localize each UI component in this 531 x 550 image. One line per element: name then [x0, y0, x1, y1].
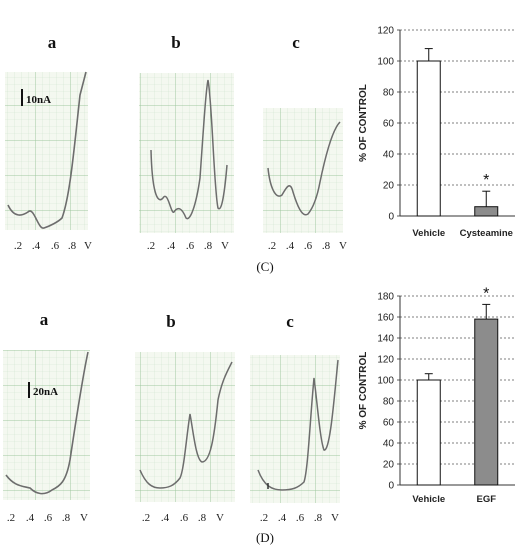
- voltage-tick: .2: [268, 240, 276, 252]
- voltage-tick: V: [221, 240, 229, 252]
- trace-label-c: c: [292, 33, 300, 52]
- voltage-axis-a: .2 .4 .6 .8 V: [14, 240, 92, 252]
- trace-label-a: a: [40, 310, 49, 329]
- voltammogram-b: [139, 73, 234, 233]
- trace-line-b: [150, 79, 228, 220]
- voltage-tick: .8: [68, 240, 77, 252]
- voltage-axis-c: .2 .4 .6 .8 V: [268, 240, 347, 252]
- trace-label-a: a: [48, 33, 57, 52]
- y-tick-label: 100: [377, 57, 394, 68]
- significance-marker: *: [483, 172, 489, 189]
- voltage-tick: .4: [32, 240, 41, 252]
- y-tick-label: 100: [377, 376, 394, 387]
- y-tick-label: 20: [383, 460, 395, 471]
- y-tick-label: 120: [377, 26, 394, 37]
- voltage-tick: .8: [198, 512, 207, 524]
- voltage-tick: .2: [14, 240, 22, 252]
- trace-label-c: c: [286, 312, 294, 331]
- voltage-axis-b: .2 .4 .6 .8 V: [142, 512, 224, 524]
- y-tick-label: 80: [383, 88, 395, 99]
- voltammogram-a: 20nA: [3, 350, 90, 500]
- voltage-tick: .4: [286, 240, 295, 252]
- y-axis-label: % OF CONTROL: [358, 84, 369, 162]
- trace-line-b: [139, 361, 233, 489]
- voltage-tick: V: [80, 512, 88, 524]
- y-tick-label: 140: [377, 334, 394, 345]
- voltage-tick: V: [84, 240, 92, 252]
- category-label: Vehicle: [412, 494, 445, 505]
- voltage-tick: .2: [147, 240, 155, 252]
- trace-line-a: [5, 351, 89, 495]
- voltammogram-c: [250, 355, 340, 503]
- voltage-axis-a: .2 .4 .6 .8 V: [7, 512, 88, 524]
- voltage-tick: .4: [278, 512, 287, 524]
- voltage-tick: .2: [7, 512, 15, 524]
- voltage-tick: .8: [204, 240, 213, 252]
- panel-caption-c: (C): [256, 259, 273, 274]
- trace-line-c: [267, 121, 341, 216]
- bar-chart-d: 0 20 40 60 80 100 120 140 160 180 % OF CONTROL Vehi…: [358, 285, 515, 505]
- bar-vehicle: [416, 60, 441, 217]
- voltage-tick: .8: [62, 512, 71, 524]
- voltage-tick: V: [339, 240, 347, 252]
- voltage-tick: .4: [161, 512, 170, 524]
- voltage-tick: .2: [142, 512, 150, 524]
- y-tick-label: 20: [383, 181, 395, 192]
- y-tick-label: 180: [377, 292, 394, 303]
- voltammogram-a: 10nA: [5, 71, 88, 230]
- scale-bar-label: 10nA: [26, 94, 51, 106]
- category-label: EGF: [476, 494, 496, 505]
- bar-chart-c: 0 20 40 60 80 100 120 % OF CONTROL Vehicle * Cyste…: [358, 26, 515, 239]
- voltage-tick: .8: [322, 240, 331, 252]
- y-tick-label: 60: [383, 418, 395, 429]
- y-tick-label: 120: [377, 355, 394, 366]
- bar-vehicle: [416, 379, 441, 486]
- y-tick-label: 40: [383, 150, 395, 161]
- panel-d: a b c 20nA .2 .4 .6 .8 V .2 .4 .6 .8: [3, 285, 515, 545]
- y-tick-label: 80: [383, 397, 395, 408]
- panel-c: a b c 10nA .2 .4 .6 .8 V .2 .4 .6 .8: [5, 26, 515, 274]
- voltage-tick: .4: [26, 512, 35, 524]
- y-tick-label: 60: [383, 119, 395, 130]
- bar-cysteamine: [474, 206, 499, 217]
- voltage-axis-b: .2 .4 .6 .8 V: [147, 240, 229, 252]
- y-tick-label: 40: [383, 439, 395, 450]
- category-label: Cysteamine: [460, 228, 513, 239]
- voltage-tick: .6: [304, 240, 313, 252]
- trace-label-b: b: [166, 312, 175, 331]
- voltage-axis-c: .2 .4 .6 .8 V: [260, 512, 339, 524]
- category-label: Vehicle: [412, 228, 445, 239]
- voltage-tick: .8: [314, 512, 323, 524]
- trace-line-c: [257, 359, 339, 491]
- trace-label-b: b: [171, 33, 180, 52]
- y-tick-label: 0: [388, 481, 394, 492]
- scale-bar-label: 20nA: [33, 386, 58, 398]
- voltage-tick: .6: [51, 240, 60, 252]
- bar-egf: [474, 318, 499, 486]
- voltammogram-c: [263, 108, 343, 233]
- voltage-tick: .6: [180, 512, 189, 524]
- voltage-tick: .6: [296, 512, 305, 524]
- significance-marker: *: [483, 285, 489, 302]
- voltage-tick: .2: [260, 512, 268, 524]
- trace-line-a: [7, 71, 87, 229]
- voltage-tick: .4: [167, 240, 176, 252]
- voltage-tick: .6: [44, 512, 53, 524]
- voltage-tick: V: [331, 512, 339, 524]
- y-axis-label: % OF CONTROL: [358, 352, 369, 430]
- voltage-tick: .6: [186, 240, 195, 252]
- panel-caption-d: (D): [256, 530, 274, 545]
- y-tick-label: 160: [377, 313, 394, 324]
- voltammogram-b: [135, 352, 235, 502]
- voltage-tick: V: [216, 512, 224, 524]
- y-tick-label: 0: [388, 212, 394, 223]
